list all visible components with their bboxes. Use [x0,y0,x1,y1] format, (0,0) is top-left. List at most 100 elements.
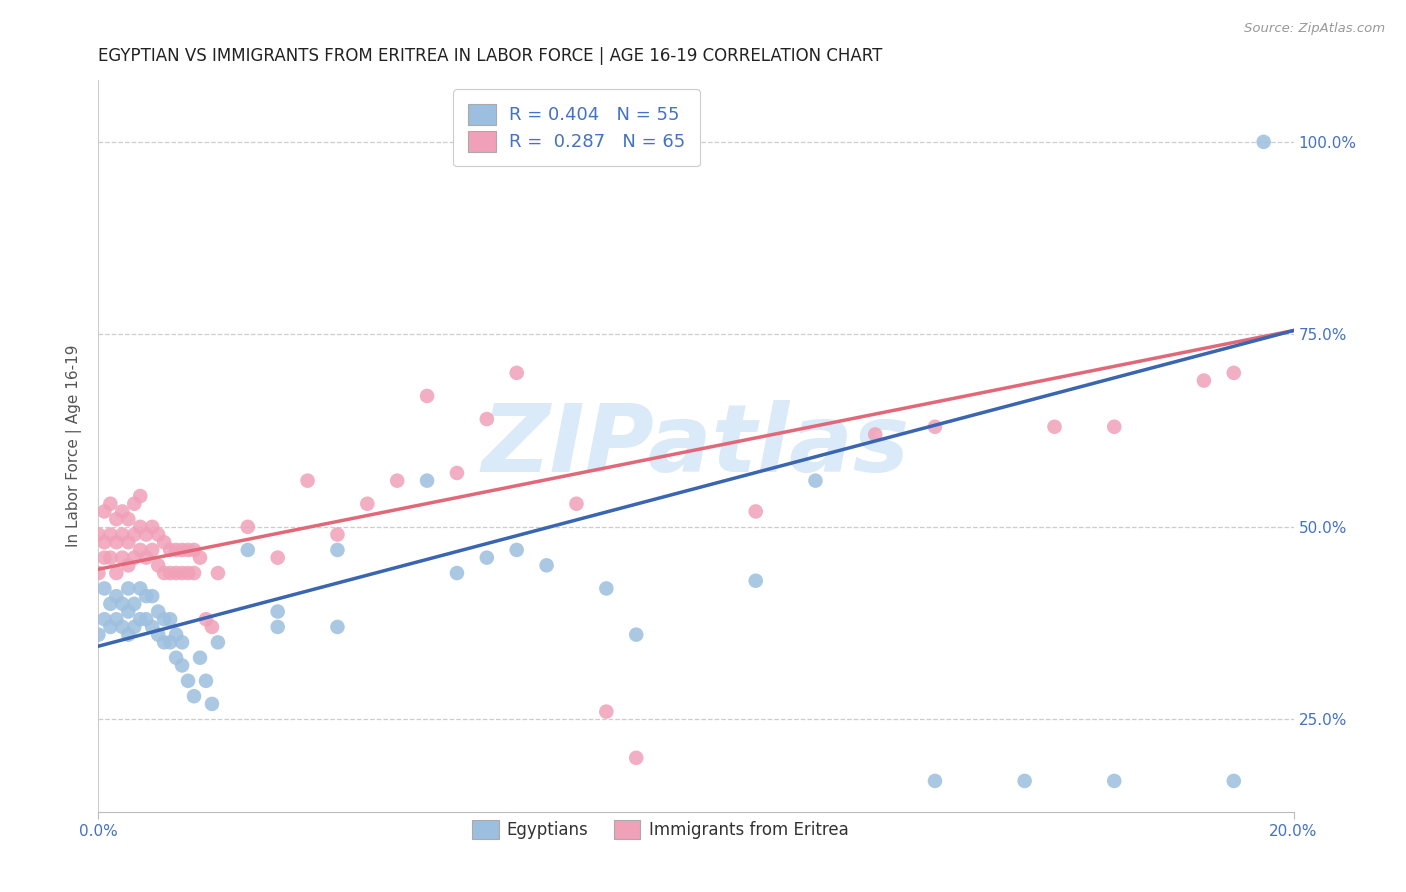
Point [446,566,468,580]
Point [124,620,146,634]
Point [326,620,349,634]
Point [165,543,187,558]
Point [177,673,200,688]
Point [111,504,134,518]
Point [1253,135,1275,149]
Point [105,566,128,580]
Point [148,605,170,619]
Point [165,566,187,580]
Point [924,773,946,788]
Point [111,597,134,611]
Point [626,627,648,641]
Point [159,566,181,580]
Point [506,366,529,380]
Point [1223,366,1246,380]
Point [159,543,181,558]
Point [124,527,146,541]
Point [177,566,200,580]
Point [172,566,194,580]
Point [207,566,229,580]
Point [135,527,157,541]
Point [188,650,211,665]
Point [148,627,170,641]
Point [595,705,617,719]
Point [565,497,588,511]
Point [148,527,170,541]
Point [105,612,128,626]
Point [153,635,176,649]
Point [924,419,946,434]
Point [93,504,115,518]
Point [165,627,187,641]
Point [1104,773,1126,788]
Point [117,605,139,619]
Point [135,550,157,565]
Point [98,497,122,511]
Point [141,620,163,634]
Point [536,558,558,573]
Point [129,489,152,503]
Point [177,543,200,558]
Point [98,550,122,565]
Point [153,612,176,626]
Point [267,620,290,634]
Point [87,527,110,541]
Point [124,550,146,565]
Point [1223,773,1246,788]
Text: Source: ZipAtlas.com: Source: ZipAtlas.com [1244,22,1385,36]
Point [183,566,205,580]
Point [326,543,349,558]
Point [416,389,439,403]
Point [98,527,122,541]
Point [111,550,134,565]
Point [93,612,115,626]
Point [475,550,498,565]
Point [267,550,290,565]
Point [172,635,194,649]
Point [195,673,218,688]
Point [475,412,498,426]
Point [745,574,768,588]
Point [124,597,146,611]
Point [183,690,205,704]
Point [1014,773,1036,788]
Point [745,504,768,518]
Point [124,497,146,511]
Point [117,512,139,526]
Point [111,527,134,541]
Point [236,543,259,558]
Point [159,612,181,626]
Point [297,474,319,488]
Point [87,566,110,580]
Point [141,543,163,558]
Point [148,558,170,573]
Point [117,627,139,641]
Point [129,582,152,596]
Point [236,520,259,534]
Point [105,535,128,549]
Point [98,620,122,634]
Point [129,520,152,534]
Point [416,474,439,488]
Point [117,582,139,596]
Point [153,535,176,549]
Point [506,543,529,558]
Y-axis label: In Labor Force | Age 16-19: In Labor Force | Age 16-19 [66,344,83,548]
Point [172,543,194,558]
Point [201,620,224,634]
Point [207,635,229,649]
Point [1043,419,1066,434]
Legend: Egyptians, Immigrants from Eritrea: Egyptians, Immigrants from Eritrea [465,814,855,846]
Point [93,535,115,549]
Point [135,589,157,603]
Point [1104,419,1126,434]
Point [129,543,152,558]
Point [172,658,194,673]
Point [1192,374,1215,388]
Point [105,512,128,526]
Point [141,520,163,534]
Point [865,427,887,442]
Text: ZIPatlas: ZIPatlas [482,400,910,492]
Point [188,550,211,565]
Point [117,535,139,549]
